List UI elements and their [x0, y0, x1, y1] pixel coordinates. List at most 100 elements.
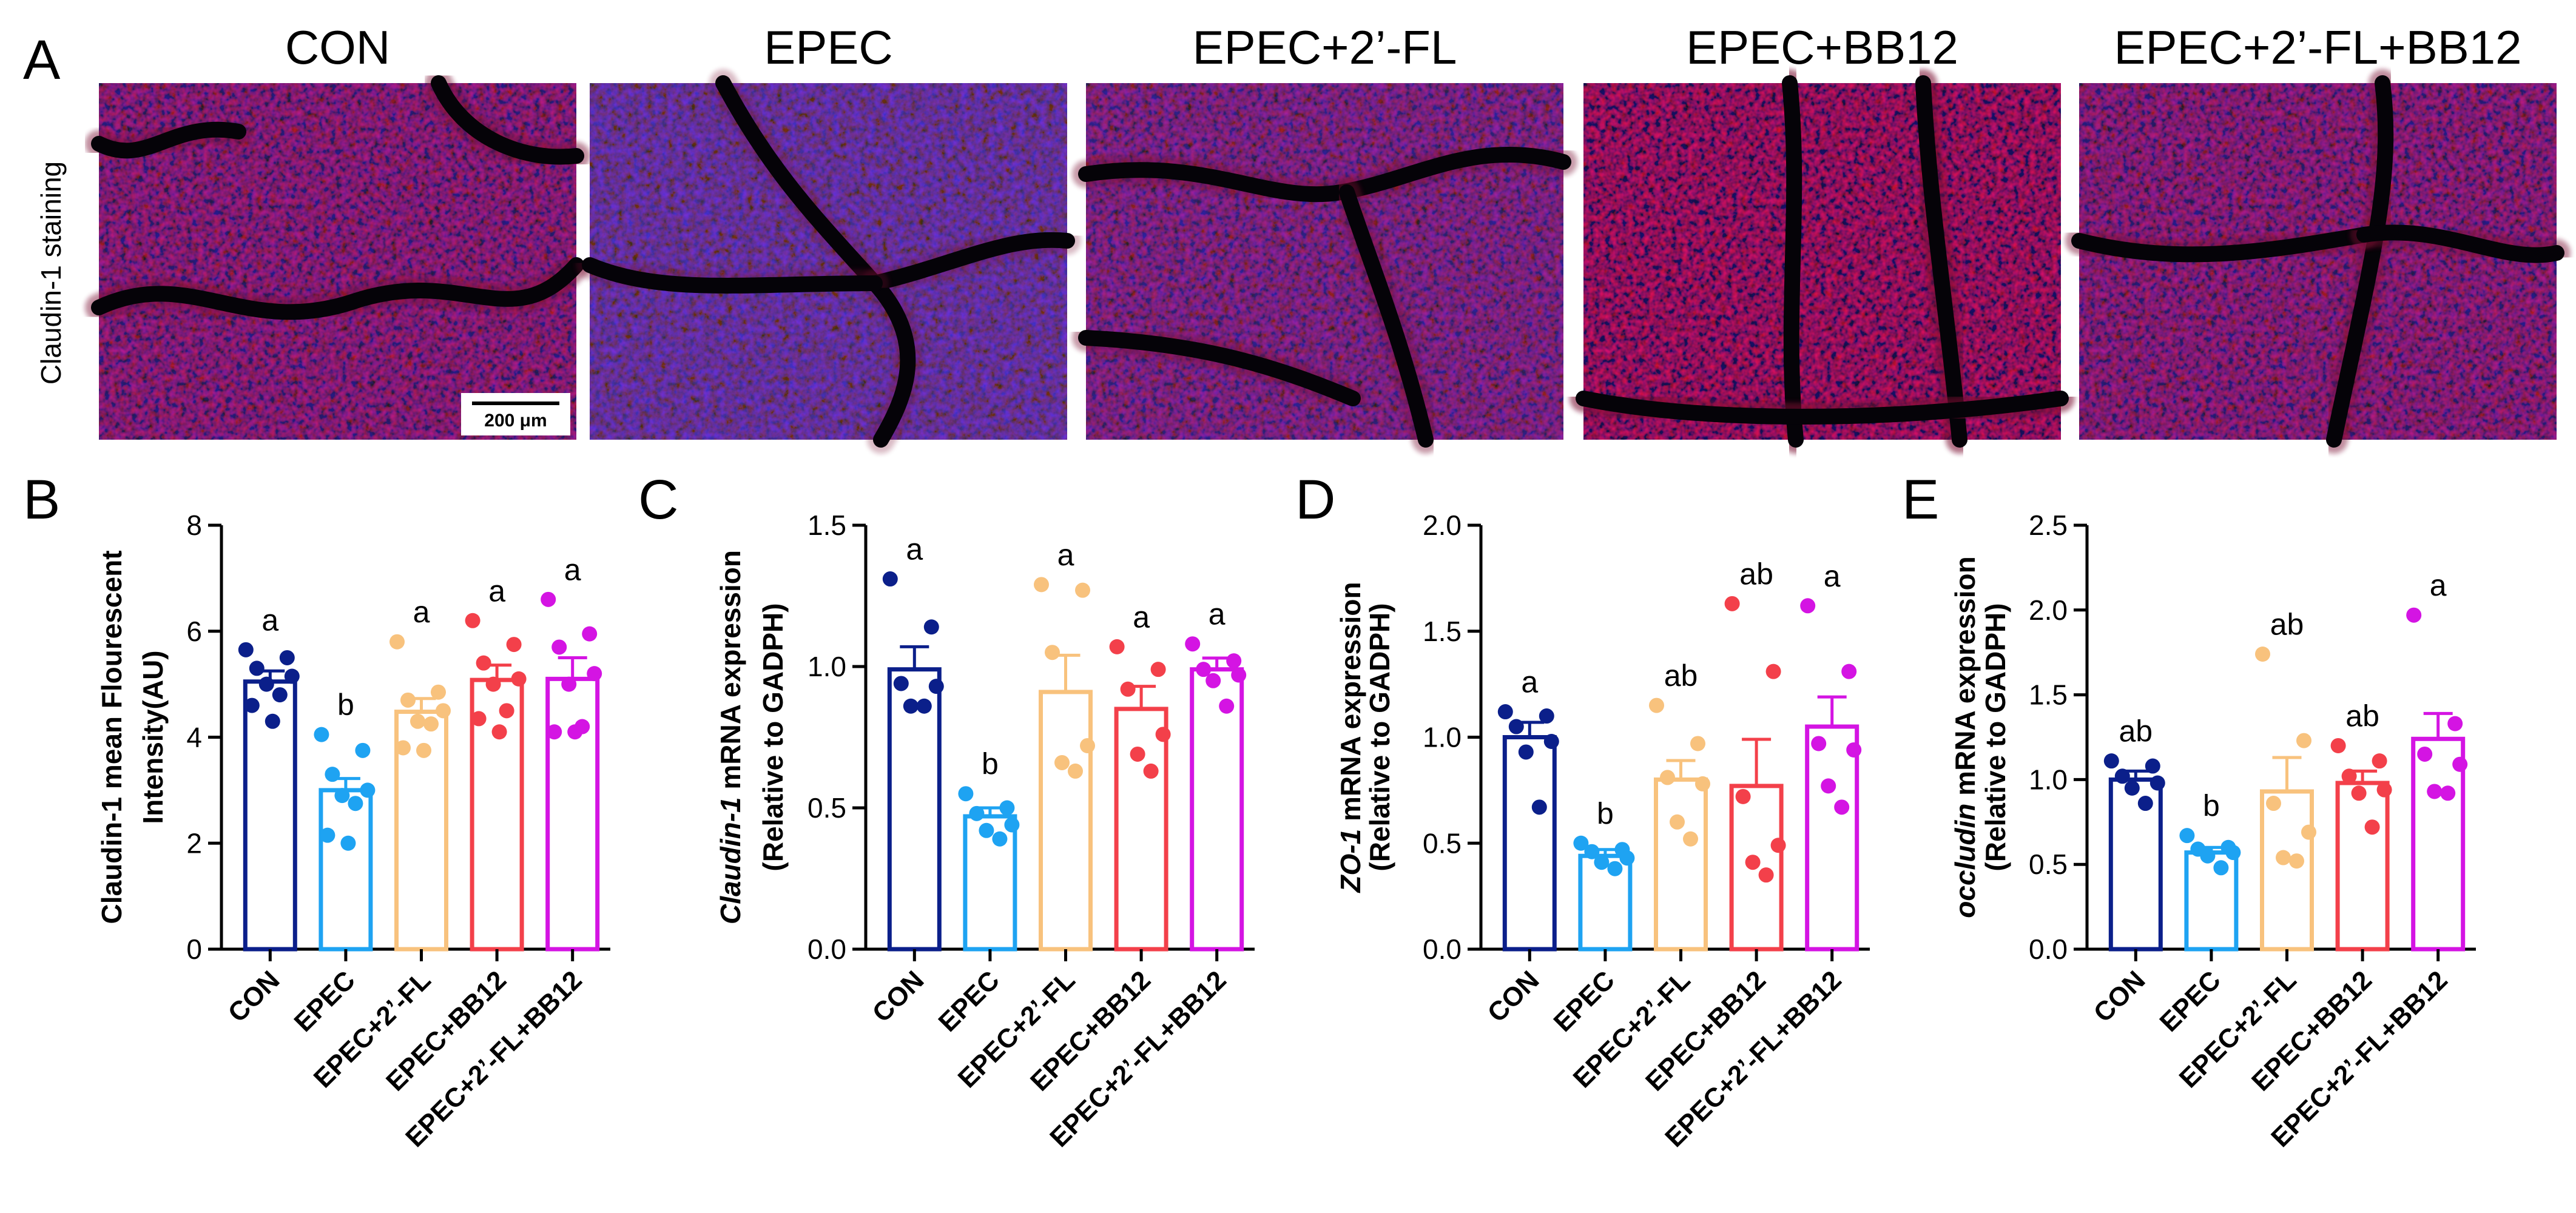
significance-letter: ab — [2270, 607, 2304, 641]
data-point — [279, 650, 295, 665]
significance-letter: b — [982, 747, 999, 781]
bar-epec-bb12 — [2335, 781, 2390, 952]
panel-letter-a: A — [23, 29, 61, 91]
data-point — [2351, 785, 2367, 801]
data-point — [1683, 831, 1698, 847]
bar-epec-2-fl — [1654, 777, 1708, 952]
data-point — [2149, 775, 2165, 791]
data-point — [1758, 867, 1774, 883]
data-point — [1811, 736, 1827, 751]
y-axis-label: (Relative to GADPH) — [1980, 603, 2011, 871]
data-point — [389, 634, 405, 650]
data-point — [284, 668, 300, 684]
data-point — [903, 698, 919, 714]
data-point — [2417, 746, 2433, 762]
significance-letter: b — [337, 688, 354, 722]
data-point — [1690, 736, 1705, 751]
x-tick-label: CON — [867, 965, 930, 1028]
data-point — [561, 676, 577, 692]
bar-epec — [319, 788, 373, 952]
significance-letter: a — [564, 553, 581, 586]
y-tick-label: 2.0 — [2029, 594, 2068, 626]
significance-letter: a — [1209, 597, 1226, 631]
data-point — [1619, 850, 1635, 866]
data-point — [1573, 835, 1589, 851]
data-point — [1765, 664, 1781, 679]
data-point — [258, 676, 274, 692]
data-point — [1745, 855, 1761, 870]
data-point — [1735, 788, 1751, 804]
data-point — [325, 767, 340, 782]
significance-letter: a — [1057, 538, 1074, 572]
data-point — [1004, 817, 1020, 833]
data-point — [992, 831, 1008, 847]
y-tick-label: 2.5 — [2029, 509, 2068, 541]
data-point — [1120, 681, 1136, 697]
bar-epec-2-fl — [1039, 690, 1093, 952]
data-point — [1497, 704, 1513, 720]
data-point — [969, 805, 985, 821]
data-point — [958, 786, 974, 802]
y-tick-label: 2 — [186, 827, 202, 859]
data-point — [2137, 796, 2153, 811]
y-tick-label: 0.5 — [2029, 848, 2068, 880]
data-point — [541, 591, 556, 607]
data-point — [436, 703, 451, 719]
panel-letter-c: C — [638, 469, 678, 531]
data-point — [1607, 861, 1623, 876]
data-point — [893, 676, 909, 691]
data-point — [1508, 719, 1524, 734]
data-point — [506, 637, 522, 653]
data-point — [1130, 746, 1145, 762]
data-point — [1045, 645, 1060, 660]
data-point — [2213, 860, 2229, 876]
data-point — [1231, 667, 1247, 683]
data-point — [476, 655, 491, 671]
data-point — [999, 800, 1015, 816]
bar-epec-2-fl-bb12 — [1805, 724, 1860, 952]
data-point — [1584, 844, 1600, 859]
significance-letter: ab — [2345, 699, 2379, 733]
data-point — [1054, 754, 1070, 770]
data-point — [272, 687, 288, 703]
significance-letter: a — [488, 574, 505, 608]
y-axis-label: Claudin-1 mRNA expression — [715, 550, 746, 924]
x-tick-label: CON — [1482, 965, 1545, 1028]
data-point — [551, 639, 567, 655]
data-point — [2341, 768, 2357, 784]
y-tick-label: 1.5 — [1423, 616, 1462, 647]
data-point — [1770, 838, 1786, 853]
data-point — [2276, 850, 2291, 865]
x-tick-label: EPEC — [1548, 965, 1620, 1037]
data-point — [2145, 758, 2160, 774]
y-axis-label: ZO-1 mRNA expression — [1335, 582, 1366, 893]
y-tick-label: 0.0 — [1423, 933, 1462, 965]
bar-epec-2-fl — [2260, 789, 2314, 952]
significance-letter: b — [2203, 789, 2220, 823]
data-point — [2114, 768, 2130, 784]
y-tick-label: 8 — [186, 509, 202, 541]
data-point — [1724, 596, 1740, 611]
data-point — [2301, 824, 2316, 840]
data-point — [238, 642, 254, 657]
micrograph-title: CON — [285, 21, 390, 74]
bar-epec-bb12 — [1114, 707, 1168, 952]
panel-letter-b: B — [23, 469, 60, 531]
data-point — [1846, 742, 1862, 758]
data-point — [1075, 582, 1090, 598]
data-point — [2372, 753, 2387, 769]
data-point — [360, 782, 376, 798]
y-tick-label: 1.0 — [2029, 764, 2068, 795]
data-point — [1539, 708, 1554, 724]
bar-con — [1502, 735, 1557, 952]
data-point — [2447, 716, 2463, 731]
y-tick-label: 1.5 — [2029, 679, 2068, 711]
data-point — [485, 676, 501, 692]
bar-epec-2-fl-bb12 — [1190, 667, 1244, 952]
data-point — [916, 698, 932, 714]
chart-panel-e: 0.0 0.5 1.0 1.5 2.0 2.5 occludin mRNA expressi… — [1949, 509, 2476, 1153]
panel-letter-d: D — [1295, 469, 1335, 531]
data-point — [491, 724, 507, 740]
y-tick-label: 0.5 — [808, 792, 846, 824]
data-point — [582, 626, 598, 642]
